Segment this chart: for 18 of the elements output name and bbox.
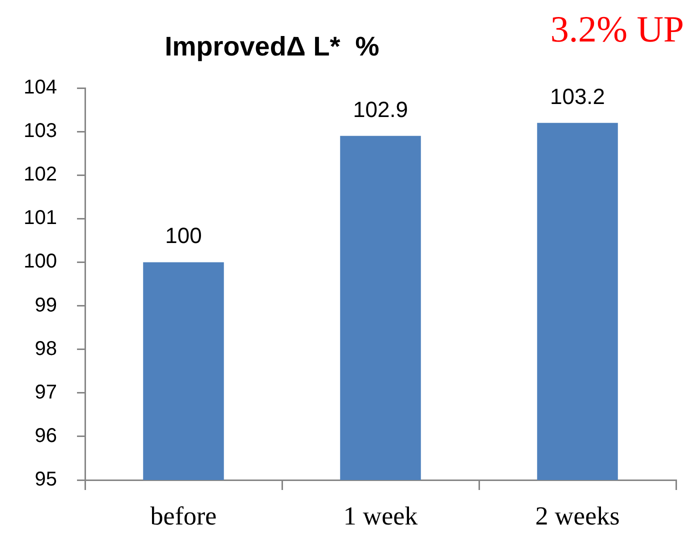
y-tick-label: 102 — [24, 164, 57, 186]
data-label: 102.9 — [352, 96, 408, 122]
x-tick-label: 1 week — [343, 501, 418, 530]
chart-title: ImprovedΔ L* % — [164, 31, 380, 62]
text: 3.2% UP — [550, 10, 684, 51]
data-label: 100 — [165, 223, 202, 248]
x-tick-label: before — [150, 501, 217, 530]
y-tick-label: 104 — [24, 76, 57, 99]
data-label: 103.2 — [550, 84, 606, 109]
y-tick-label: 97 — [34, 381, 57, 404]
y-tick-label: 101 — [24, 207, 57, 230]
x-tick-label: 2 weeks — [535, 501, 620, 530]
y-tick-label: 99 — [34, 294, 57, 316]
y-tick-label: 96 — [34, 424, 57, 447]
y-tick-label: 103 — [24, 120, 57, 142]
y-tick-label: 100 — [24, 250, 57, 273]
y-tick-label: 98 — [34, 338, 57, 360]
y-tick-label: 95 — [34, 468, 57, 491]
